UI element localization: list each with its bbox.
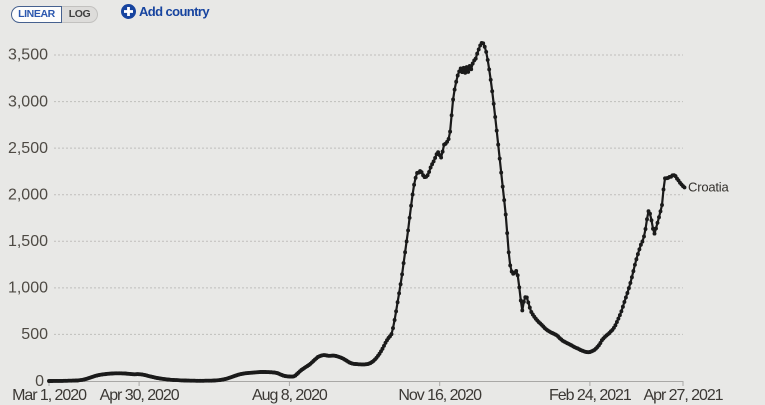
svg-text:Nov 16, 2020: Nov 16, 2020: [398, 387, 482, 404]
svg-text:Aug 8, 2020: Aug 8, 2020: [252, 387, 328, 404]
svg-text:Croatia: Croatia: [688, 180, 729, 195]
svg-text:2,000: 2,000: [8, 186, 48, 203]
svg-text:2,500: 2,500: [8, 140, 48, 157]
svg-text:500: 500: [21, 326, 48, 343]
svg-text:Apr 30, 2020: Apr 30, 2020: [100, 387, 180, 404]
svg-text:0: 0: [35, 373, 44, 390]
svg-text:Apr 27, 2021: Apr 27, 2021: [643, 387, 723, 404]
svg-text:1,000: 1,000: [8, 280, 48, 297]
svg-text:Feb 24, 2021: Feb 24, 2021: [549, 387, 632, 404]
svg-text:1,500: 1,500: [8, 233, 48, 250]
svg-text:Mar 1, 2020: Mar 1, 2020: [12, 387, 87, 404]
svg-text:3,000: 3,000: [8, 93, 48, 110]
svg-text:3,500: 3,500: [8, 47, 48, 64]
